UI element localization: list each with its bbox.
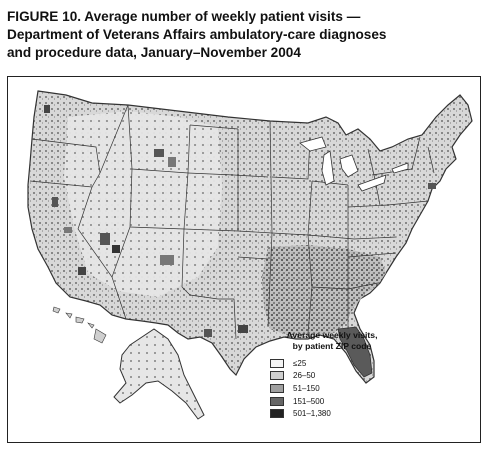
legend-item: 501–1,380 bbox=[270, 407, 402, 420]
map-legend: Average weekly visits, by patient ZIP co… bbox=[262, 330, 402, 420]
legend-item: 151–500 bbox=[270, 395, 402, 408]
figure-title-line-2: Department of Veterans Affairs ambulator… bbox=[7, 27, 387, 42]
alaska bbox=[113, 328, 205, 420]
florida-region bbox=[337, 326, 373, 378]
western-sparse-region bbox=[64, 111, 222, 297]
figure-title-line-3: and procedure data, January–November 200… bbox=[7, 45, 301, 60]
legend-swatch bbox=[270, 371, 284, 381]
legend-item: ≤25 bbox=[270, 357, 402, 370]
high-visit-clusters bbox=[44, 105, 436, 337]
legend-swatch bbox=[270, 383, 284, 393]
us-map bbox=[27, 90, 473, 420]
legend-swatch bbox=[270, 358, 284, 368]
figure-title-line-1: FIGURE 10. Average number of weekly pati… bbox=[7, 9, 361, 24]
legend-label: 151–500 bbox=[293, 396, 325, 406]
map-frame bbox=[7, 76, 481, 443]
figure-title: FIGURE 10. Average number of weekly pati… bbox=[7, 8, 495, 62]
legend-swatch bbox=[270, 396, 284, 406]
southeast-dense-region bbox=[262, 245, 386, 335]
legend-label: 51–150 bbox=[293, 383, 320, 393]
legend-items: ≤25 26–50 51–150 151–500 501–1,380 bbox=[262, 357, 402, 420]
legend-swatch bbox=[270, 409, 284, 419]
legend-label: 501–1,380 bbox=[293, 409, 331, 419]
legend-title-line-2: by patient ZIP code bbox=[292, 341, 372, 351]
great-lakes bbox=[299, 136, 409, 192]
legend-title-line-1: Average weekly visits, bbox=[286, 330, 378, 340]
state-borders bbox=[29, 104, 435, 340]
legend-label: 26–50 bbox=[293, 371, 316, 381]
hawaii bbox=[52, 306, 107, 344]
legend-item: 26–50 bbox=[270, 370, 402, 383]
legend-item: 51–150 bbox=[270, 382, 402, 395]
legend-label: ≤25 bbox=[293, 358, 307, 368]
legend-title: Average weekly visits, by patient ZIP co… bbox=[262, 330, 402, 352]
